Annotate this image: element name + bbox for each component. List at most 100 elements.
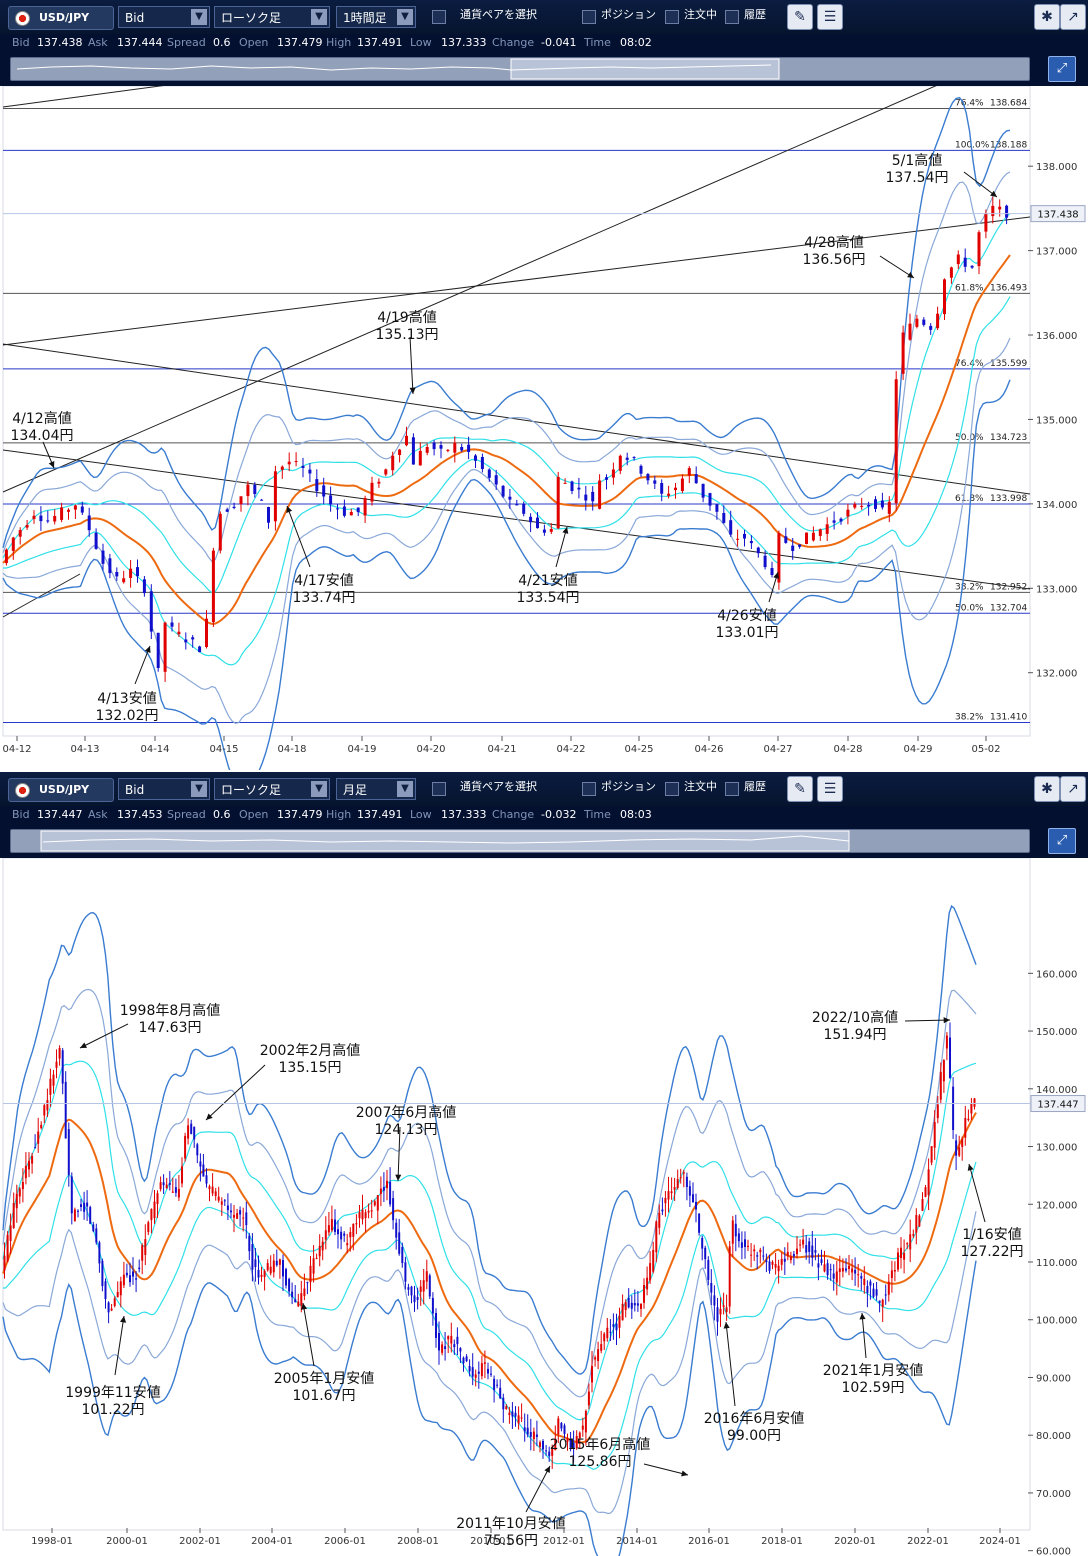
candle-body — [756, 547, 760, 554]
annotation-arrow-head — [48, 461, 55, 468]
y-tick-label: 133.000 — [1036, 584, 1077, 595]
candle-body — [566, 1438, 569, 1442]
annotation-arrow-head — [943, 1017, 950, 1024]
candle-body — [501, 485, 505, 497]
bb-lower-2sigma — [2, 337, 1011, 725]
annotation-arrow-head — [301, 1303, 308, 1310]
candle-body — [618, 1315, 621, 1328]
select-pair-checkbox[interactable] — [432, 782, 446, 796]
candle-body — [315, 1257, 318, 1259]
candle-body — [853, 504, 857, 508]
candle-body — [594, 1357, 597, 1360]
candle-body — [894, 379, 898, 504]
candle-body — [413, 1295, 416, 1303]
candle-body — [367, 1210, 370, 1213]
candle-body — [363, 498, 367, 516]
candle-body — [177, 631, 181, 635]
candle-body — [459, 1348, 462, 1352]
us-jp-flag-icon — [15, 783, 30, 798]
chevron-down-icon: ▼ — [397, 781, 413, 797]
history-checkbox[interactable] — [725, 10, 739, 24]
candle-body — [542, 1441, 544, 1450]
candle-body — [1005, 205, 1009, 218]
candle-body — [893, 1270, 896, 1272]
candle-body — [425, 447, 429, 453]
navigator-scrollbar[interactable] — [10, 57, 1030, 81]
candle-body — [600, 1344, 603, 1351]
navigator-expand-button[interactable]: ⤢ — [1048, 56, 1076, 82]
currency-pair-selector[interactable]: USD/JPY — [8, 6, 114, 30]
candle-body — [514, 1412, 517, 1417]
candle-body — [119, 1281, 122, 1296]
navigator-window[interactable] — [510, 58, 780, 80]
navigator-scrollbar[interactable] — [10, 829, 1030, 853]
position-checkbox[interactable] — [582, 10, 596, 24]
position-checkbox[interactable] — [582, 782, 596, 796]
candle-body — [695, 1202, 697, 1210]
candle-body — [670, 1191, 673, 1193]
quote-status-bar: Bid 137.447 Ask 137.453 Spread 0.6 Open … — [0, 806, 1088, 824]
candle-body — [627, 1297, 630, 1308]
timeframe-value: 1時間足 — [343, 11, 387, 25]
trendline-tool-button[interactable]: ✎ — [787, 4, 813, 30]
candle-body — [202, 1164, 205, 1177]
trendline-tool-button[interactable]: ✎ — [787, 776, 813, 802]
spread-value: 0.6 — [213, 808, 231, 821]
annotation-title: 1/16安値 — [962, 1227, 1021, 1243]
candle-body — [218, 513, 222, 551]
candle-body — [792, 1254, 795, 1257]
candle-body — [737, 1233, 740, 1242]
chart-kind-dropdown[interactable]: ローソク足 ▼ — [214, 6, 330, 28]
candle-body — [94, 532, 98, 549]
candle-body — [744, 1239, 746, 1247]
annotation-arrow-line — [643, 1463, 689, 1476]
navigator-window[interactable] — [40, 830, 850, 852]
history-checkbox[interactable] — [725, 782, 739, 796]
chart-navigator: ⤢ — [0, 52, 1088, 86]
candle-body — [591, 1366, 593, 1383]
candle-body — [301, 465, 305, 468]
candle-body — [933, 1122, 936, 1148]
candle-body — [453, 442, 457, 453]
fib-percent-label: 61.8% — [955, 494, 984, 504]
candle-body — [958, 1147, 961, 1156]
candle-body — [384, 469, 388, 475]
candle-body — [493, 1378, 496, 1391]
select-pair-checkbox[interactable] — [432, 10, 446, 24]
candle-body — [762, 1255, 765, 1257]
settings-gear-icon[interactable]: ✱ — [1034, 4, 1060, 30]
candle-body — [667, 1191, 670, 1200]
candle-body — [435, 1313, 437, 1338]
popout-icon[interactable]: ↗ — [1060, 4, 1086, 30]
open-label: Open — [239, 36, 269, 49]
candle-body — [921, 1199, 924, 1211]
current-price-box — [1030, 205, 1086, 223]
bid-label: Bid — [12, 808, 30, 821]
settings-gear-icon[interactable]: ✱ — [1034, 776, 1060, 802]
candle-body — [468, 1366, 471, 1372]
candle-body — [9, 1225, 12, 1241]
candle-body — [863, 1278, 866, 1285]
navigator-expand-button[interactable]: ⤢ — [1048, 828, 1076, 854]
indicator-list-button[interactable]: ☰ — [817, 4, 843, 30]
candle-body — [685, 1176, 688, 1187]
timeframe-dropdown[interactable]: 1時間足 ▼ — [336, 6, 416, 28]
popout-icon[interactable]: ↗ — [1060, 776, 1086, 802]
currency-pair-selector[interactable]: USD/JPY — [8, 778, 114, 802]
timeframe-dropdown[interactable]: 月足 ▼ — [336, 778, 416, 800]
price-type-dropdown[interactable]: Bid ▼ — [118, 778, 210, 800]
indicator-list-button[interactable]: ☰ — [817, 776, 843, 802]
candle-body — [239, 1210, 242, 1215]
orders-checkbox[interactable] — [665, 10, 679, 24]
candle-body — [688, 1186, 691, 1196]
x-tick-label: 04-13 — [70, 744, 99, 755]
candle-body — [841, 1268, 844, 1272]
orders-checkbox[interactable] — [665, 782, 679, 796]
annotation-price: 101.67円 — [293, 1388, 356, 1404]
candle-body — [823, 1264, 826, 1272]
chart-kind-dropdown[interactable]: ローソク足 ▼ — [214, 778, 330, 800]
bb-upper-2sigma — [2, 171, 1011, 563]
candle-body — [866, 1286, 869, 1293]
price-type-dropdown[interactable]: Bid ▼ — [118, 6, 210, 28]
candle-body — [242, 1217, 245, 1219]
